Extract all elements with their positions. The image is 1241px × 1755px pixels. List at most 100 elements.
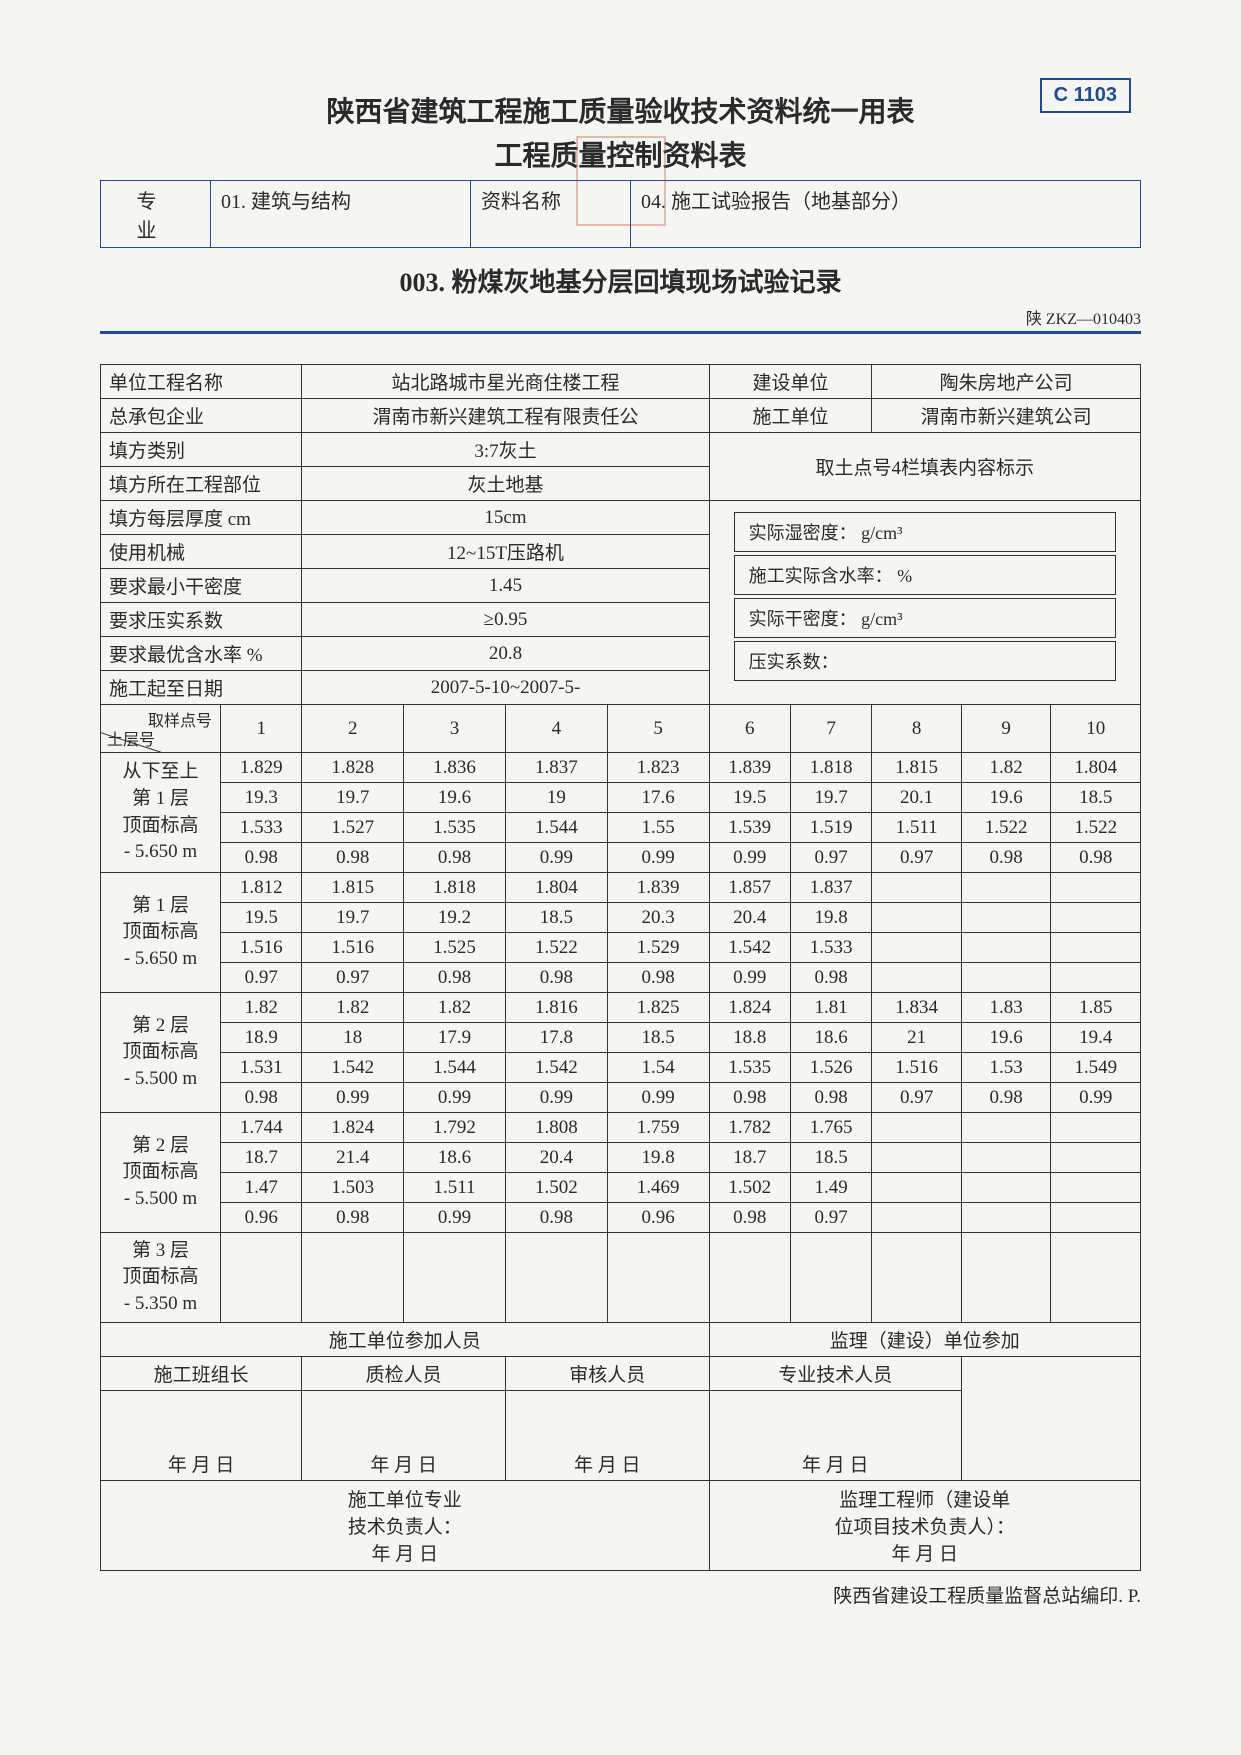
data-cell (1051, 1173, 1141, 1203)
page-title-1: 陕西省建筑工程施工质量验收技术资料统一用表 (100, 90, 1141, 130)
data-cell: 19 (505, 783, 607, 813)
grid-diag-header: 取样点号 土层号 (101, 705, 221, 753)
layer-label: 第 2 层 顶面标高 - 5.500 m (101, 1113, 221, 1233)
data-cell (1051, 933, 1141, 963)
data-cell: 18.5 (1051, 783, 1141, 813)
col-4: 4 (505, 705, 607, 753)
data-cell: 18.9 (221, 1023, 302, 1053)
data-cell: 0.97 (872, 843, 962, 873)
sign-right-block: 监理工程师（建设单 位项目技术负责人）： 年 月 日 (709, 1481, 1140, 1571)
data-cell: 1.815 (302, 873, 404, 903)
data-cell: 0.99 (709, 843, 790, 873)
info-r1-v1: 站北路城市星光商住楼工程 (302, 365, 709, 399)
col-9: 9 (961, 705, 1051, 753)
data-cell: 1.525 (404, 933, 506, 963)
data-cell: 1.836 (404, 753, 506, 783)
data-cell (872, 933, 962, 963)
side-box-2: 施工实际含水率： % (734, 555, 1116, 595)
data-cell: 1.759 (607, 1113, 709, 1143)
data-cell (872, 1203, 962, 1233)
data-cell: 1.744 (221, 1113, 302, 1143)
data-cell: 17.8 (505, 1023, 607, 1053)
data-cell: 1.549 (1051, 1053, 1141, 1083)
data-cell: 18.6 (404, 1143, 506, 1173)
data-cell: 0.98 (404, 843, 506, 873)
data-cell: 21.4 (302, 1143, 404, 1173)
diag-top: 取样点号 (148, 707, 212, 731)
sign-d1: 年 月 日 (101, 1391, 302, 1481)
data-cell: 1.511 (404, 1173, 506, 1203)
data-cell: 17.6 (607, 783, 709, 813)
main-table: 单位工程名称 站北路城市星光商住楼工程 建设单位 陶朱房地产公司 总承包企业 渭… (100, 364, 1141, 1571)
info-r3-l: 填方类别 (101, 433, 302, 467)
data-cell (1051, 1113, 1141, 1143)
data-cell: 1.85 (1051, 993, 1141, 1023)
data-cell: 1.535 (404, 813, 506, 843)
col-7: 7 (790, 705, 871, 753)
data-cell: 19.7 (302, 903, 404, 933)
data-cell: 1.522 (1051, 813, 1141, 843)
data-cell: 18.5 (607, 1023, 709, 1053)
data-cell: 1.82 (961, 753, 1051, 783)
data-cell: 20.4 (709, 903, 790, 933)
data-cell: 0.98 (961, 843, 1051, 873)
data-cell: 1.857 (709, 873, 790, 903)
data-cell: 1.49 (790, 1173, 871, 1203)
data-cell: 1.502 (505, 1173, 607, 1203)
data-cell (961, 933, 1051, 963)
data-cell: 1.82 (302, 993, 404, 1023)
data-cell: 1.839 (607, 873, 709, 903)
data-cell: 1.544 (404, 1053, 506, 1083)
data-cell: 1.529 (607, 933, 709, 963)
sign-d2: 年 月 日 (302, 1391, 506, 1481)
data-cell (872, 1233, 962, 1323)
layer-label: 第 3 层 顶面标高 - 5.350 m (101, 1233, 221, 1323)
data-cell: 19.5 (709, 783, 790, 813)
data-cell: 1.782 (709, 1113, 790, 1143)
layer-label: 从下至上 第 1 层 顶面标高 - 5.650 m (101, 753, 221, 873)
info-r4-v: 灰土地基 (302, 467, 709, 501)
data-cell (709, 1233, 790, 1323)
data-cell: 0.99 (607, 1083, 709, 1113)
data-cell: 20.4 (505, 1143, 607, 1173)
data-cell (1051, 903, 1141, 933)
data-cell: 18.6 (790, 1023, 871, 1053)
data-cell: 18.5 (505, 903, 607, 933)
data-cell: 18.8 (709, 1023, 790, 1053)
data-cell: 0.98 (302, 1203, 404, 1233)
info-r7-l: 要求最小干密度 (101, 569, 302, 603)
info-r7-v: 1.45 (302, 569, 709, 603)
info-r10-v: 2007-5-10~2007-5- (302, 671, 709, 705)
sign-c4: 专业技术人员 (709, 1357, 961, 1391)
data-cell: 0.97 (221, 963, 302, 993)
data-cell: 0.99 (404, 1083, 506, 1113)
data-cell (872, 1113, 962, 1143)
info-r2-v2: 渭南市新兴建筑公司 (872, 399, 1141, 433)
data-cell: 1.516 (872, 1053, 962, 1083)
info-r8-v: ≥0.95 (302, 603, 709, 637)
data-cell (1051, 1143, 1141, 1173)
data-cell: 0.97 (790, 843, 871, 873)
data-cell: 1.542 (505, 1053, 607, 1083)
data-cell: 1.823 (607, 753, 709, 783)
sign-h2: 监理（建设）单位参加 (709, 1323, 1140, 1357)
data-cell: 1.516 (221, 933, 302, 963)
data-cell: 1.469 (607, 1173, 709, 1203)
data-cell (790, 1233, 871, 1323)
data-cell: 0.98 (221, 843, 302, 873)
data-cell: 1.531 (221, 1053, 302, 1083)
data-cell: 0.98 (1051, 843, 1141, 873)
data-cell: 1.837 (505, 753, 607, 783)
col-3: 3 (404, 705, 506, 753)
data-cell: 0.96 (221, 1203, 302, 1233)
data-cell: 1.519 (790, 813, 871, 843)
sign-d3: 年 月 日 (505, 1391, 709, 1481)
info-r4-l: 填方所在工程部位 (101, 467, 302, 501)
data-cell: 1.81 (790, 993, 871, 1023)
data-cell: 19.4 (1051, 1023, 1141, 1053)
data-cell (961, 1113, 1051, 1143)
data-cell: 18 (302, 1023, 404, 1053)
header-col2-label: 资料名称 (471, 181, 631, 247)
info-r1-v2: 陶朱房地产公司 (872, 365, 1141, 399)
info-r8-l: 要求压实系数 (101, 603, 302, 637)
